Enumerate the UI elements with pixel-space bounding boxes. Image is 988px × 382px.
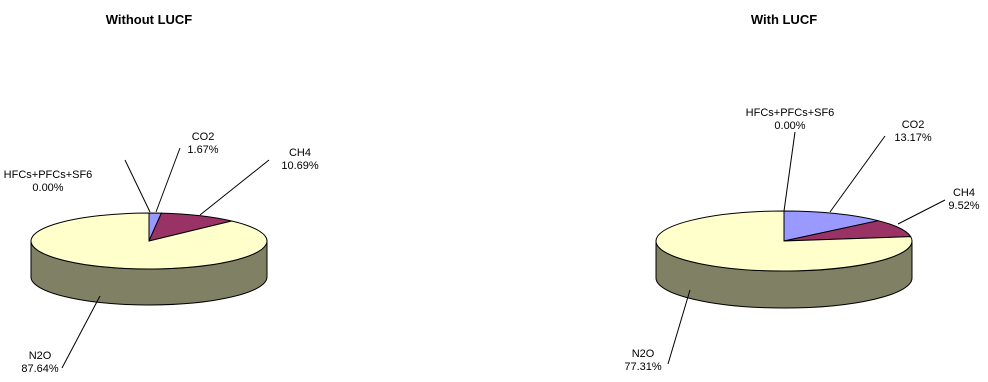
slice-label-co2: CO2 (192, 131, 215, 143)
slice-percent-co2: 1.67% (187, 144, 218, 156)
chart-title-with-lucf: With LUCF (751, 12, 817, 27)
slice-label-hfcs-pfcs-sf6: HFCs+PFCs+SF6 (746, 107, 835, 119)
slice-percent-n2o: 87.64% (21, 363, 59, 375)
leader-line-hfcs-pfcs-sf6 (783, 131, 796, 212)
leader-line-ch4 (199, 159, 270, 216)
slice-percent-co2: 13.17% (894, 132, 932, 144)
leader-line-co2 (155, 147, 181, 213)
slice-label-n2o: N2O (632, 348, 655, 360)
slice-label-ch4: CH4 (289, 147, 311, 159)
leader-line-co2 (829, 135, 886, 213)
leader-line-n2o (667, 289, 691, 365)
pie-slice-co2 (783, 210, 879, 242)
slice-percent-ch4: 10.69% (281, 160, 319, 172)
pie-slice-ch4 (148, 212, 232, 242)
slice-percent-n2o: 77.31% (624, 361, 662, 373)
slice-percent-ch4: 9.52% (948, 200, 979, 212)
leader-line-n2o (61, 295, 101, 369)
slice-label-n2o: N2O (29, 350, 52, 362)
slice-percent-hfcs-pfcs-sf6: 0.00% (32, 182, 63, 194)
slice-label-ch4: CH4 (953, 187, 975, 199)
slice-label-hfcs-pfcs-sf6: HFCs+PFCs+SF6 (4, 169, 93, 181)
chart-title-without-lucf: Without LUCF (106, 12, 193, 27)
slice-label-co2: CO2 (902, 119, 925, 131)
slice-percent-hfcs-pfcs-sf6: 0.00% (774, 120, 805, 132)
leader-line-hfcs-pfcs-sf6 (124, 159, 151, 213)
leader-line-ch4 (897, 199, 946, 225)
pie-slice-n2o (655, 210, 913, 272)
